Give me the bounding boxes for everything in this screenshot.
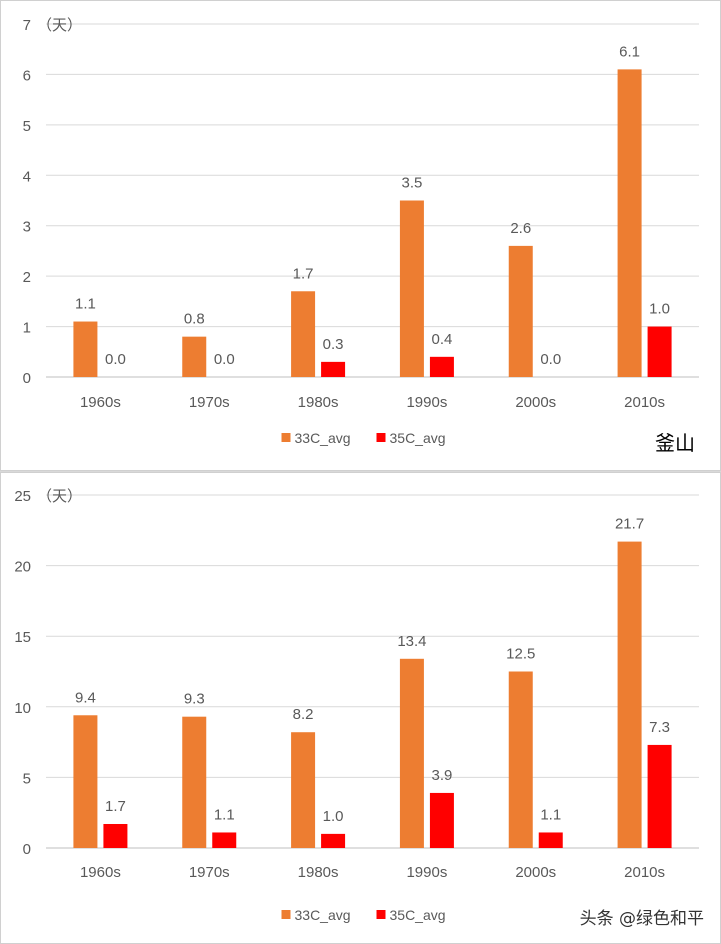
x-tick-label: 1990s	[406, 394, 447, 411]
data-label-35c-avg: 1.0	[323, 808, 344, 825]
bar-35c-avg	[212, 832, 237, 848]
y-tick-label: 2	[23, 269, 31, 286]
data-label-35c-avg: 0.0	[540, 351, 561, 368]
bar-33c-avg	[73, 321, 98, 377]
data-label-35c-avg: 1.1	[540, 806, 561, 823]
data-label-35c-avg: 0.4	[431, 331, 452, 348]
x-tick-label: 1970s	[189, 394, 230, 411]
legend-swatch	[376, 910, 386, 919]
bar-35c-avg	[321, 833, 346, 848]
bar-33c-avg	[182, 336, 207, 377]
bar-33c-avg	[73, 715, 98, 848]
y-tick-label: 20	[14, 559, 31, 576]
bar-33c-avg	[399, 658, 424, 848]
x-tick-label: 2010s	[624, 394, 665, 411]
data-label-33c-avg: 2.6	[510, 220, 531, 237]
data-label-33c-avg: 12.5	[506, 646, 535, 663]
legend-swatch	[281, 910, 291, 919]
data-label-35c-avg: 3.9	[431, 767, 452, 784]
data-label-35c-avg: 0.0	[214, 351, 235, 368]
x-tick-label: 1960s	[80, 864, 121, 881]
data-label-35c-avg: 1.7	[105, 798, 126, 815]
bar-35c-avg	[647, 326, 672, 377]
bar-33c-avg	[617, 69, 642, 377]
x-tick-label: 2000s	[515, 864, 556, 881]
bar-chart-top: 0 1 2 3 4 5 6 7 （天） 1960s 1.1 0.0 1970s 0.8 0.0 1980s 1.…	[23, 17, 699, 455]
bar-33c-avg	[291, 291, 316, 377]
bar-33c-avg	[182, 716, 207, 848]
legend-label: 33C_avg	[295, 430, 351, 446]
data-label-33c-avg: 3.5	[401, 175, 422, 192]
region-label: 釜山	[655, 431, 695, 455]
bar-33c-avg	[508, 245, 533, 377]
x-tick-label: 1980s	[298, 864, 339, 881]
x-tick-label: 2010s	[624, 864, 665, 881]
data-label-35c-avg: 1.0	[649, 301, 670, 318]
y-tick-label: 4	[23, 168, 31, 185]
legend-label: 33C_avg	[295, 907, 351, 923]
y-tick-label: 1	[23, 320, 31, 337]
data-label-33c-avg: 1.7	[293, 265, 314, 282]
bar-33c-avg	[508, 671, 533, 848]
data-label-33c-avg: 0.8	[184, 311, 205, 328]
bar-35c-avg	[647, 744, 672, 848]
y-tick-label: 5	[23, 770, 31, 787]
legend-swatch	[376, 433, 386, 442]
y-unit-label: （天）	[37, 488, 82, 505]
data-label-33c-avg: 8.2	[293, 706, 314, 723]
data-label-33c-avg: 1.1	[75, 296, 96, 313]
bar-35c-avg	[429, 792, 454, 848]
y-tick-label: 15	[14, 629, 31, 646]
legend-label: 35C_avg	[390, 907, 446, 923]
y-tick-label: 0	[23, 370, 31, 387]
y-tick-label: 3	[23, 219, 31, 236]
bar-35c-avg	[429, 356, 454, 377]
bar-35c-avg	[103, 823, 128, 848]
bar-chart-bottom: 0 5 10 15 20 25 （天） 1960s 9.4 1.7 1970s 9.3 1.1 1980s…	[14, 488, 699, 923]
x-tick-label: 1990s	[406, 864, 447, 881]
y-tick-label: 7	[23, 17, 31, 34]
legend-swatch	[281, 433, 291, 442]
watermark-text: 头条 @绿色和平	[579, 909, 704, 929]
chart-panel-bottom: 0 5 10 15 20 25 （天） 1960s 9.4 1.7 1970s 9.3 1.1 1980s…	[0, 472, 721, 944]
data-label-33c-avg: 9.4	[75, 689, 96, 706]
bar-33c-avg	[399, 200, 424, 377]
data-label-35c-avg: 0.0	[105, 351, 126, 368]
y-tick-label: 6	[23, 67, 31, 84]
legend-label: 35C_avg	[390, 430, 446, 446]
data-label-33c-avg: 21.7	[615, 516, 644, 533]
data-label-33c-avg: 9.3	[184, 691, 205, 708]
bar-35c-avg	[321, 361, 346, 377]
bar-33c-avg	[617, 541, 642, 848]
y-tick-label: 10	[14, 700, 31, 717]
data-label-35c-avg: 7.3	[649, 719, 670, 736]
y-unit-label: （天）	[37, 17, 82, 34]
data-label-33c-avg: 6.1	[619, 43, 640, 60]
x-tick-label: 1970s	[189, 864, 230, 881]
chart-panel-top: 0 1 2 3 4 5 6 7 （天） 1960s 1.1 0.0 1970s 0.8 0.0 1980s 1.…	[0, 0, 721, 471]
bar-35c-avg	[538, 832, 563, 848]
x-tick-label: 2000s	[515, 394, 556, 411]
x-tick-label: 1960s	[80, 394, 121, 411]
y-tick-label: 0	[23, 841, 31, 858]
data-label-35c-avg: 0.3	[323, 336, 344, 353]
data-label-35c-avg: 1.1	[214, 806, 235, 823]
y-tick-label: 25	[14, 488, 31, 505]
data-label-33c-avg: 13.4	[397, 633, 426, 650]
bar-33c-avg	[291, 732, 316, 848]
y-tick-label: 5	[23, 118, 31, 135]
x-tick-label: 1980s	[298, 394, 339, 411]
